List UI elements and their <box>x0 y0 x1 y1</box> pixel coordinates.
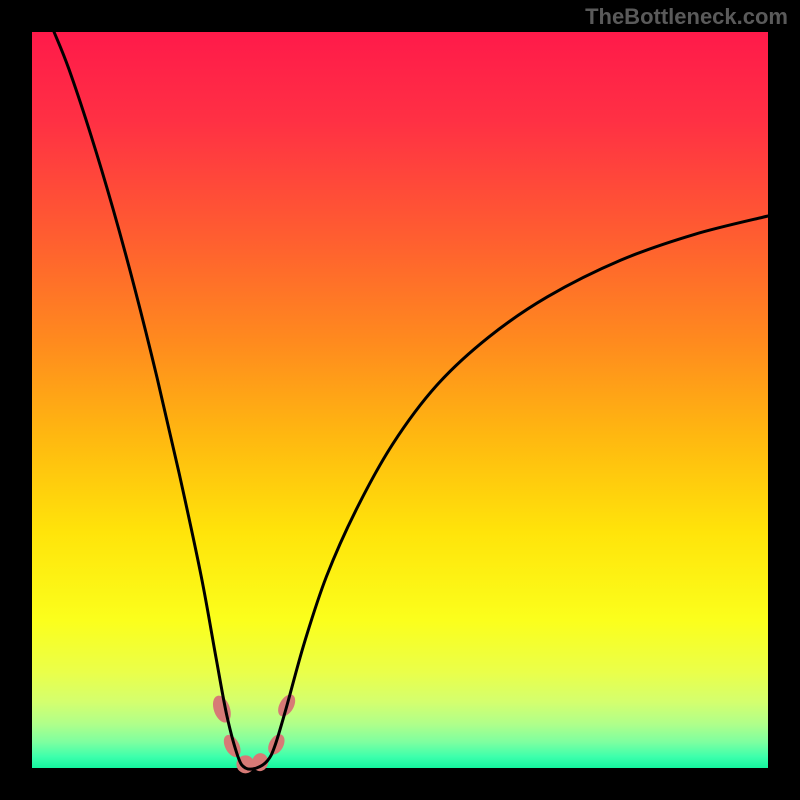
chart-container: TheBottleneck.com <box>0 0 800 800</box>
chart-svg <box>0 0 800 800</box>
plot-gradient-background <box>32 32 768 768</box>
